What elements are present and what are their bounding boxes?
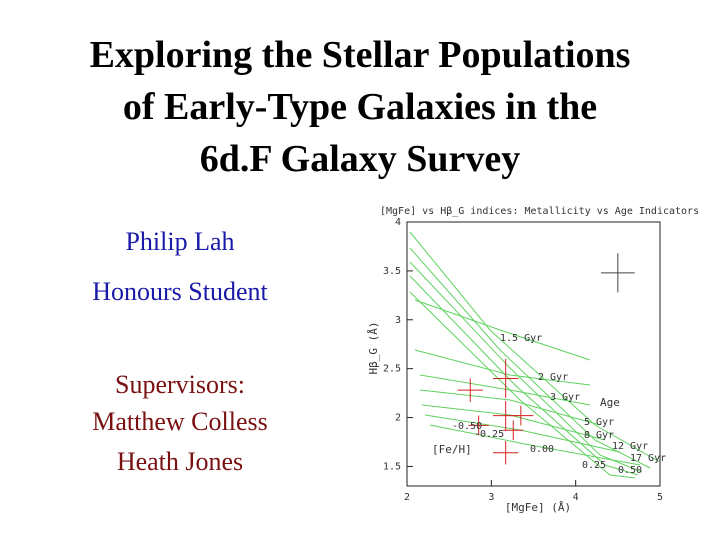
supervisors-heading: Supervisors:: [115, 370, 245, 399]
age-label: 1.5 Gyr: [500, 333, 542, 344]
y-tick-label: 3.5: [383, 266, 401, 277]
x-tick-label: 3: [488, 492, 494, 503]
y-axis-label: Hβ_G (Å): [367, 322, 380, 375]
y-tick-label: 1.5: [383, 461, 401, 472]
age-label: 12 Gyr: [612, 441, 648, 452]
age-label: 8 Gyr: [584, 430, 614, 441]
metallicity-label: 0.25: [582, 460, 606, 471]
title-line: 6d.F Galaxy Survey: [199, 138, 521, 180]
figure-title: [MgFe] vs Hβ_G indices: Metallicity vs A…: [380, 206, 699, 217]
y-tick-label: 3: [395, 315, 401, 326]
age-label: 2 Gyr: [538, 372, 568, 383]
x-axis-label: [MgFe] (Å): [505, 501, 571, 514]
metallicity-label: 0.50: [618, 465, 642, 476]
metallicity-label: 0.00: [530, 444, 554, 455]
supervisor: Matthew Colless: [92, 407, 268, 436]
x-tick-label: 2: [404, 492, 410, 503]
x-tick-label: 4: [573, 492, 579, 503]
title-line: of Early-Type Galaxies in the: [122, 86, 598, 128]
supervisor: Heath Jones: [116, 447, 244, 476]
model-grid: [409, 231, 661, 479]
metallicity-label: -0.50: [452, 421, 482, 432]
age-label: 5 Gyr: [584, 417, 614, 428]
y-tick-label: 2.5: [383, 364, 401, 375]
figure: [MgFe] vs Hβ_G indices: Metallicity vs A…: [367, 206, 699, 514]
title-line: Exploring the Stellar Populations: [89, 34, 631, 76]
x-tick-label: 5: [657, 492, 663, 503]
age-label: 17 Gyr: [630, 453, 666, 464]
y-tick-label: 2: [395, 413, 401, 424]
age-label: 3 Gyr: [550, 392, 580, 403]
plot-frame: [406, 221, 661, 487]
author: Philip Lah: [125, 227, 235, 256]
metallicity-label: -0.25: [474, 429, 504, 440]
metallicity-label: [Fe/H]: [432, 443, 472, 456]
age-label: Age: [600, 396, 620, 409]
y-tick-label: 4: [395, 217, 401, 228]
role: Honours Student: [92, 277, 268, 306]
